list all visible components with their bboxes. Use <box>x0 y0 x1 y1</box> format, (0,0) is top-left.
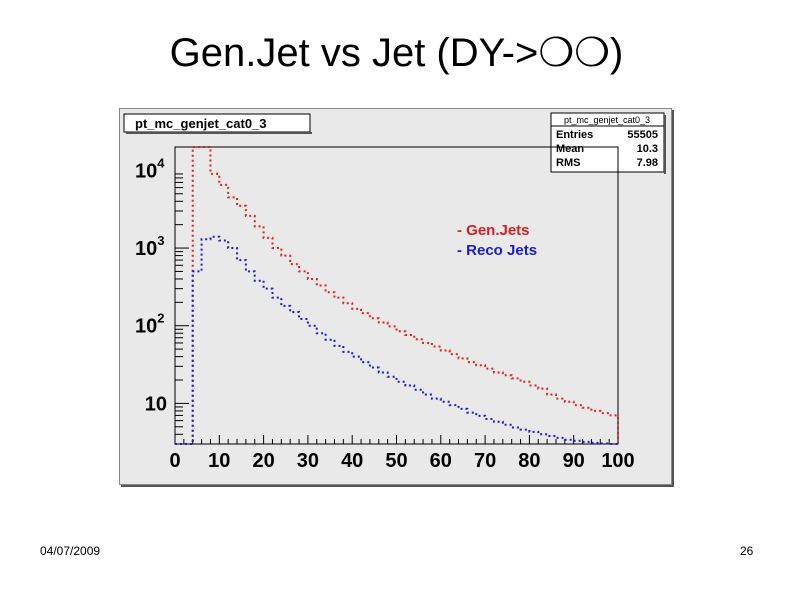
series-line-genjets <box>175 146 619 445</box>
x-tick-label: 40 <box>341 450 363 472</box>
x-tick-label: 70 <box>474 450 496 472</box>
x-axis-ticks: 0 10 20 30 40 50 60 70 80 90 100 <box>169 435 635 472</box>
y-tick-label: 10 <box>145 393 167 415</box>
y-tick-label: 102 <box>135 311 164 338</box>
histogram-plot: pt_mc_genjet_cat0_3 pt_mc_genjet_cat0_3 … <box>123 112 666 472</box>
series-layer <box>175 146 619 445</box>
plot-area <box>174 146 619 445</box>
stats-rms-value: 7.98 <box>637 157 658 169</box>
stats-entries-label: Entries <box>556 129 593 141</box>
plot-canvas: pt_mc_genjet_cat0_3 pt_mc_genjet_cat0_3 … <box>119 108 672 485</box>
stats-mean-value: 10.3 <box>637 143 658 155</box>
x-tick-label: 50 <box>385 450 407 472</box>
histogram-title: pt_mc_genjet_cat0_3 <box>135 116 267 131</box>
legend: - Gen.Jets - Reco Jets <box>457 222 537 259</box>
stats-mean-label: Mean <box>556 143 584 155</box>
x-tick-label: 80 <box>518 450 540 472</box>
stats-rms-label: RMS <box>556 157 580 169</box>
stats-box-name: pt_mc_genjet_cat0_3 <box>564 115 650 125</box>
x-tick-label: 10 <box>208 450 230 472</box>
y-tick-label: 104 <box>135 155 165 182</box>
stats-box: pt_mc_genjet_cat0_3 Entries 55505 Mean 1… <box>550 112 666 174</box>
x-tick-label: 0 <box>169 450 180 472</box>
x-tick-label: 100 <box>601 450 634 472</box>
y-axis-ticks: 10 102 103 104 <box>135 155 189 445</box>
x-tick-label: 60 <box>430 450 452 472</box>
slide-date: 04/07/2009 <box>40 544 101 558</box>
y-tick-label: 103 <box>135 233 164 260</box>
stats-entries-value: 55505 <box>627 129 658 141</box>
legend-entry-genjets: - Gen.Jets <box>457 222 530 239</box>
series-line-recojets <box>175 235 618 445</box>
slide-title: Gen.Jet vs Jet (DY->❍❍) <box>169 31 624 75</box>
x-tick-label: 90 <box>563 450 585 472</box>
x-tick-label: 30 <box>297 450 319 472</box>
legend-entry-recojets: - Reco Jets <box>457 242 537 259</box>
slide-page-number: 26 <box>740 544 754 558</box>
x-tick-label: 20 <box>252 450 274 472</box>
histogram-title-box: pt_mc_genjet_cat0_3 <box>123 113 312 134</box>
